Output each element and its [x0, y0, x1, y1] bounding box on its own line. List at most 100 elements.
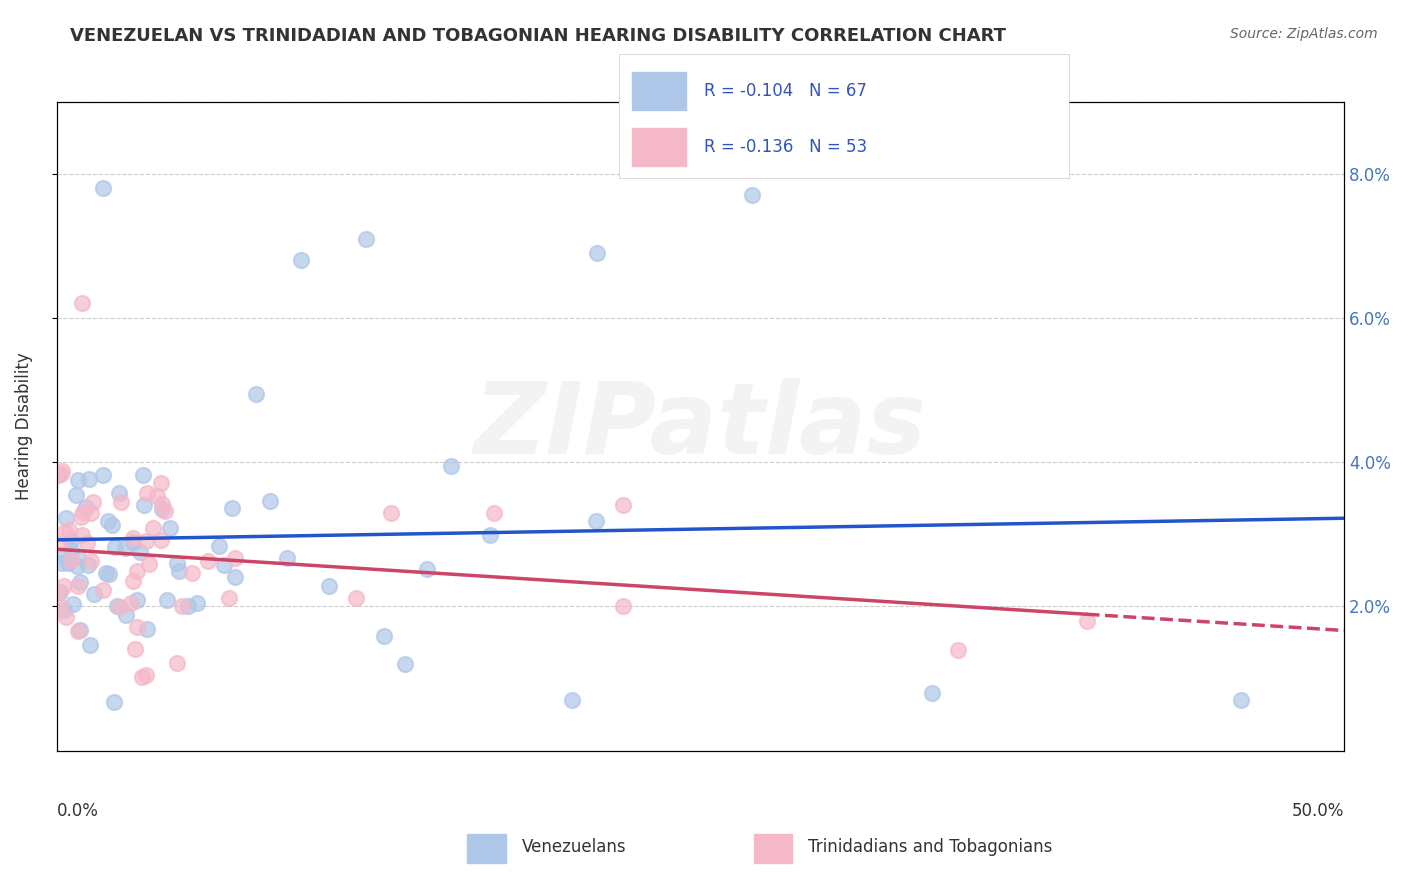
Point: [218, 591, 240, 605]
Point: [318, 579, 340, 593]
Point: [156, 593, 179, 607]
Point: [108, 486, 131, 500]
Point: [354, 231, 377, 245]
Point: [946, 642, 969, 657]
Point: [150, 533, 173, 547]
Point: [49, 536, 72, 550]
Point: [65, 488, 87, 502]
Point: [104, 540, 127, 554]
Point: [150, 475, 173, 490]
Point: [439, 459, 461, 474]
Point: [46, 468, 69, 483]
Text: 50.0%: 50.0%: [1292, 803, 1344, 821]
Point: [132, 467, 155, 482]
Point: [91, 181, 114, 195]
Point: [214, 558, 236, 572]
Point: [416, 562, 439, 576]
Text: VENEZUELAN VS TRINIDADIAN AND TOBAGONIAN HEARING DISABILITY CORRELATION CHART: VENEZUELAN VS TRINIDADIAN AND TOBAGONIAN…: [70, 27, 1007, 45]
Point: [142, 521, 165, 535]
Point: [224, 550, 246, 565]
Point: [97, 514, 120, 528]
Point: [121, 535, 143, 549]
Point: [612, 599, 634, 614]
Text: R = -0.136   N = 53: R = -0.136 N = 53: [704, 138, 868, 156]
Point: [107, 599, 129, 613]
Point: [91, 582, 114, 597]
Point: [132, 499, 155, 513]
Point: [561, 693, 583, 707]
Point: [79, 638, 101, 652]
Point: [138, 558, 160, 572]
Point: [586, 246, 609, 260]
Point: [51, 464, 73, 478]
Point: [152, 497, 174, 511]
Point: [136, 622, 159, 636]
Point: [94, 566, 117, 581]
Point: [103, 695, 125, 709]
Point: [120, 596, 142, 610]
Point: [186, 596, 208, 610]
Point: [114, 607, 136, 622]
Point: [77, 472, 100, 486]
Bar: [754, 834, 793, 863]
Text: 0.0%: 0.0%: [56, 803, 98, 821]
Point: [110, 599, 132, 614]
Text: Source: ZipAtlas.com: Source: ZipAtlas.com: [1230, 27, 1378, 41]
Point: [70, 528, 93, 542]
Point: [127, 620, 149, 634]
Point: [180, 566, 202, 581]
Point: [344, 591, 367, 605]
Bar: [633, 72, 686, 110]
Point: [55, 510, 77, 524]
Point: [66, 549, 89, 564]
Point: [166, 556, 188, 570]
Point: [124, 642, 146, 657]
Point: [167, 564, 190, 578]
Point: [52, 603, 75, 617]
Text: Venezuelans: Venezuelans: [522, 838, 626, 856]
Point: [224, 570, 246, 584]
Point: [166, 656, 188, 670]
Point: [122, 531, 145, 545]
Point: [484, 506, 506, 520]
Point: [56, 556, 79, 570]
Point: [150, 502, 173, 516]
Point: [921, 686, 943, 700]
Point: [121, 574, 143, 589]
Point: [52, 579, 75, 593]
Point: [59, 542, 82, 557]
Point: [131, 670, 153, 684]
Bar: [467, 834, 506, 863]
Point: [172, 599, 194, 614]
Point: [51, 557, 73, 571]
Point: [125, 564, 148, 578]
Point: [380, 506, 402, 520]
Point: [80, 553, 103, 567]
Bar: [633, 128, 686, 166]
Point: [53, 549, 76, 563]
Point: [70, 510, 93, 524]
Point: [153, 504, 176, 518]
Point: [135, 667, 157, 681]
Point: [197, 554, 219, 568]
Point: [245, 386, 267, 401]
Point: [82, 495, 104, 509]
Point: [259, 494, 281, 508]
Point: [66, 624, 89, 638]
Point: [69, 574, 91, 589]
Point: [221, 501, 243, 516]
Point: [62, 597, 84, 611]
Point: [49, 599, 72, 613]
Point: [394, 657, 416, 672]
Text: R = -0.104   N = 67: R = -0.104 N = 67: [704, 82, 868, 100]
Point: [72, 506, 94, 520]
Point: [114, 541, 136, 556]
Point: [53, 524, 76, 539]
Point: [110, 495, 132, 509]
Point: [479, 528, 502, 542]
Point: [77, 558, 100, 573]
Text: Trinidadians and Tobagonians: Trinidadians and Tobagonians: [807, 838, 1052, 856]
Point: [66, 473, 89, 487]
Y-axis label: Hearing Disability: Hearing Disability: [15, 352, 32, 500]
Point: [72, 296, 94, 310]
